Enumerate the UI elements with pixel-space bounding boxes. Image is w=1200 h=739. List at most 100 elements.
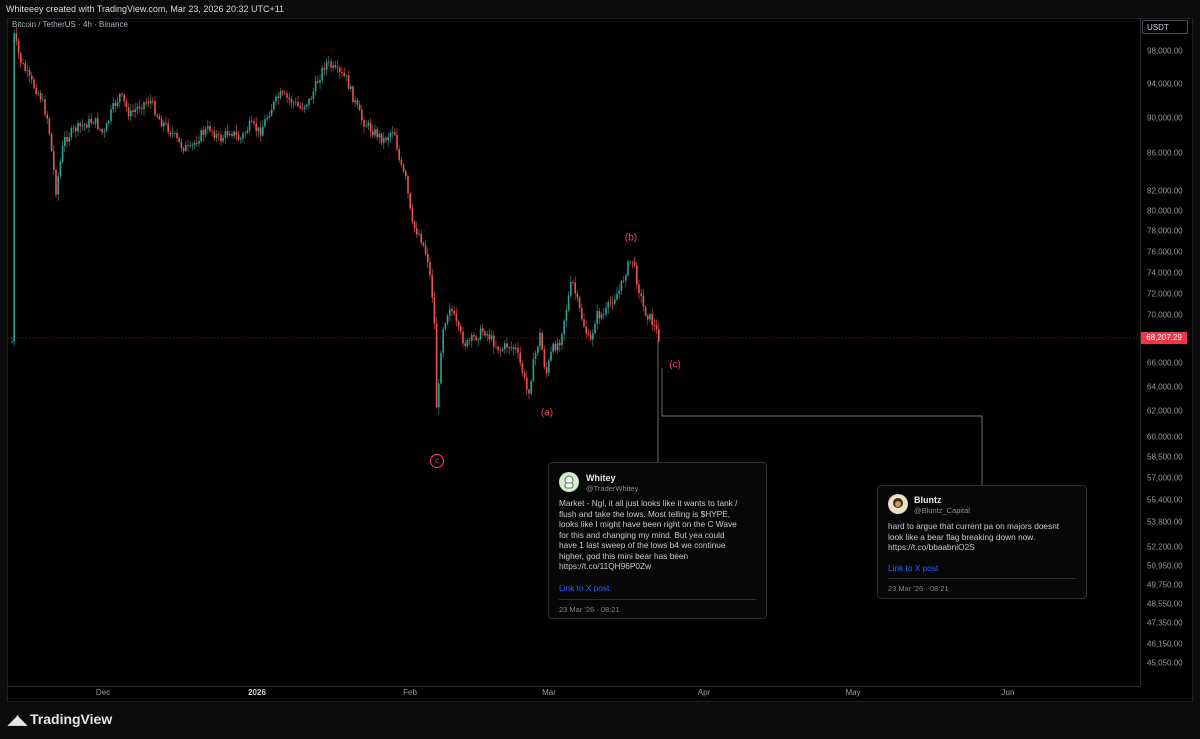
candle-body xyxy=(411,208,414,222)
candle-body xyxy=(134,109,136,112)
candle-body xyxy=(119,93,121,102)
candle-body xyxy=(11,341,13,343)
candle-body xyxy=(394,132,396,135)
candle-body xyxy=(530,381,532,394)
candle-body xyxy=(600,314,603,319)
candle-body xyxy=(347,75,350,89)
candle-body xyxy=(31,75,33,80)
candle-body xyxy=(37,93,40,95)
candle-body xyxy=(284,92,286,94)
candle-body xyxy=(609,302,612,304)
candle-body xyxy=(442,329,444,353)
candle-body xyxy=(510,347,513,348)
candle-body xyxy=(627,261,629,276)
candle-body xyxy=(603,314,605,316)
candle-body xyxy=(57,176,59,195)
candle-body xyxy=(383,137,385,143)
candle-body xyxy=(70,127,73,138)
price-tick: 55,400.00 xyxy=(1147,495,1183,505)
time-tick: Apr xyxy=(697,688,711,697)
candle-body xyxy=(81,125,84,127)
price-tick: 76,000.00 xyxy=(1147,247,1183,257)
candle-body xyxy=(143,102,145,109)
candle-body xyxy=(497,346,499,351)
candle-body xyxy=(477,339,480,341)
candle-body xyxy=(308,98,310,106)
time-axis[interactable] xyxy=(7,686,1140,702)
candle-body xyxy=(475,336,477,340)
candle-body xyxy=(209,126,211,131)
candle-body xyxy=(653,325,656,326)
candle-body xyxy=(136,106,139,110)
candle-body xyxy=(156,114,158,117)
candle-body xyxy=(64,136,66,147)
candle-body xyxy=(145,102,147,104)
candle-body xyxy=(75,127,77,132)
candle-body xyxy=(213,131,216,138)
candle-body xyxy=(160,119,163,127)
tweet-author-name: Bluntz xyxy=(914,495,942,505)
link-to-x-post[interactable]: Link to X post xyxy=(888,563,939,573)
candle-body xyxy=(515,347,517,350)
candle-body xyxy=(611,302,614,304)
candle-body xyxy=(220,134,222,142)
candle-body xyxy=(387,136,389,141)
candlestick-series xyxy=(11,26,660,415)
candle-body xyxy=(548,360,550,373)
candle-body xyxy=(556,342,559,351)
candle-body xyxy=(103,131,106,133)
candle-body xyxy=(174,133,176,134)
tweet-author-name: Whitey xyxy=(586,473,616,483)
candle-body xyxy=(625,275,627,281)
candle-body xyxy=(50,133,53,152)
price-axis[interactable] xyxy=(1140,18,1193,686)
candle-body xyxy=(130,110,132,117)
tweet-body: hard to argue that current pa on majors … xyxy=(888,521,1060,552)
tradingview-logo[interactable]: ◢◣ TradingView xyxy=(8,711,112,728)
currency-badge[interactable]: USDT xyxy=(1142,20,1188,34)
candle-body xyxy=(207,126,209,129)
candle-body xyxy=(185,145,187,151)
candle-body xyxy=(92,123,95,124)
candle-body xyxy=(519,352,521,364)
candle-body xyxy=(655,325,658,330)
candle-body xyxy=(171,133,174,134)
candle-body xyxy=(523,372,526,378)
candle-body xyxy=(622,280,625,282)
candle-body xyxy=(424,245,427,254)
candle-body xyxy=(66,136,68,142)
tweet-card-whitey[interactable]: Whitey @TraderWhitey Market - Ngl, it al… xyxy=(548,462,767,619)
candle-body xyxy=(416,228,418,235)
candle-body xyxy=(561,334,563,346)
candle-body xyxy=(279,91,282,99)
candle-body xyxy=(642,295,645,307)
candle-body xyxy=(378,133,381,138)
candle-body xyxy=(22,63,24,64)
candle-body xyxy=(297,102,299,107)
candle-body xyxy=(163,122,165,127)
candle-body xyxy=(240,138,242,140)
candle-body xyxy=(218,134,220,136)
candle-body xyxy=(138,106,141,109)
candle-body xyxy=(330,61,332,68)
price-tick: 60,000.00 xyxy=(1147,432,1183,442)
link-to-x-post[interactable]: Link to X post xyxy=(559,583,610,593)
candle-body xyxy=(323,67,326,70)
symbol-legend[interactable]: Bitcoin / TetherUS · 4h · Binance xyxy=(12,20,128,29)
candle-body xyxy=(440,352,442,384)
current-price-label: 68,207.29 xyxy=(1141,332,1187,344)
candle-body xyxy=(292,102,295,104)
candle-body xyxy=(372,131,374,136)
tweet-card-bluntz[interactable]: Bluntz @Bluntz_Capital hard to argue tha… xyxy=(877,485,1087,599)
candle-body xyxy=(154,101,156,115)
candle-body xyxy=(110,109,112,122)
candle-body xyxy=(576,293,579,298)
candle-body xyxy=(374,129,376,136)
candle-body xyxy=(563,320,565,335)
candle-body xyxy=(358,104,361,110)
candle-body xyxy=(435,323,438,408)
candle-body xyxy=(583,319,585,327)
candle-body xyxy=(114,102,117,107)
candle-body xyxy=(473,334,475,337)
